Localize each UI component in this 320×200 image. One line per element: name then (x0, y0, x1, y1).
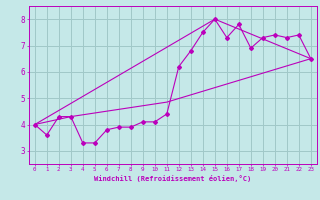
X-axis label: Windchill (Refroidissement éolien,°C): Windchill (Refroidissement éolien,°C) (94, 175, 252, 182)
